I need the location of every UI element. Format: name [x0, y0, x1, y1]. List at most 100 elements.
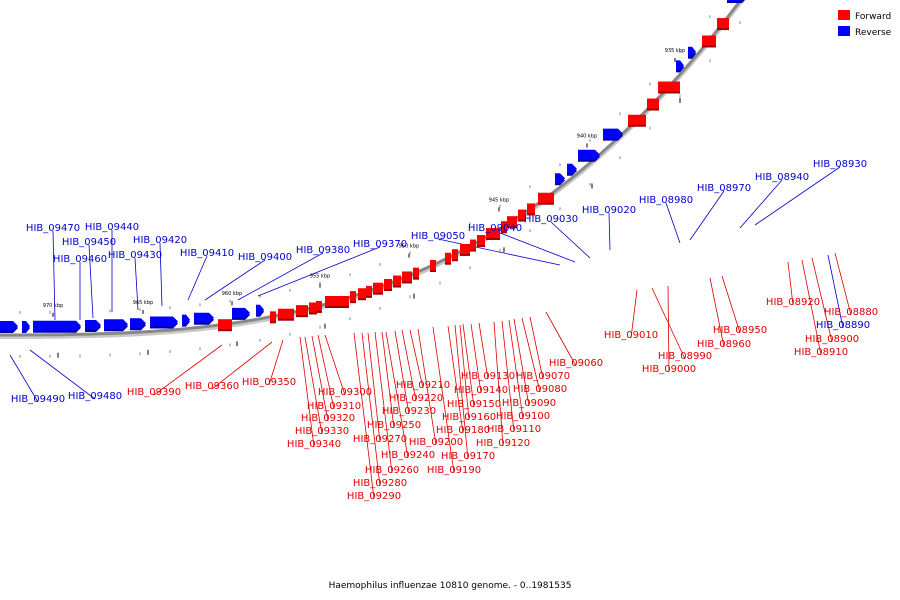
gene-label[interactable]: HIB_08950 [713, 325, 767, 336]
gene-label[interactable]: HIB_09140 [454, 385, 508, 396]
gene-label[interactable]: HIB_09390 [127, 387, 181, 398]
reverse-gene[interactable] [603, 128, 623, 141]
gene-label[interactable]: HIB_08980 [639, 195, 693, 206]
forward-gene[interactable] [296, 305, 308, 318]
gene-label[interactable]: HIB_08920 [766, 297, 820, 308]
gene-label[interactable]: HIB_09340 [287, 439, 341, 450]
gene-label[interactable]: HIB_09120 [476, 438, 530, 449]
gene-label[interactable]: HIB_08970 [697, 183, 751, 194]
reverse-gene[interactable] [578, 149, 600, 162]
gene-label[interactable]: HIB_09170 [441, 451, 495, 462]
reverse-gene[interactable] [104, 319, 128, 332]
gene-label[interactable]: HIB_09010 [604, 330, 658, 341]
gene-label[interactable]: HIB_09460 [53, 254, 107, 265]
reverse-gene[interactable] [256, 304, 264, 317]
gene-label[interactable]: HIB_09100 [496, 411, 550, 422]
forward-gene[interactable] [366, 285, 372, 298]
gene-label[interactable]: HIB_09290 [347, 491, 401, 502]
gene-label[interactable]: HIB_09230 [382, 406, 436, 417]
gene-label[interactable]: HIB_09370 [353, 239, 407, 250]
gene-label[interactable]: HIB_09020 [582, 205, 636, 216]
gene-label[interactable]: HIB_09310 [307, 401, 361, 412]
forward-gene[interactable] [316, 300, 322, 313]
forward-gene[interactable] [309, 302, 317, 315]
gene-label[interactable]: HIB_09360 [185, 381, 239, 392]
reverse-gene[interactable] [85, 320, 101, 333]
forward-gene[interactable] [413, 267, 419, 280]
gene-label[interactable]: HIB_09150 [447, 399, 501, 410]
gene-label[interactable]: HIB_08940 [755, 172, 809, 183]
gene-label[interactable]: HIB_08900 [805, 334, 859, 345]
forward-gene[interactable] [538, 192, 554, 205]
gene-label[interactable]: HIB_09470 [26, 223, 80, 234]
forward-gene[interactable] [358, 288, 366, 301]
reverse-gene[interactable] [676, 60, 684, 73]
forward-gene[interactable] [384, 279, 392, 292]
gene-label[interactable]: HIB_09160 [442, 412, 496, 423]
gene-label[interactable]: HIB_09060 [549, 358, 603, 369]
forward-gene[interactable] [218, 319, 232, 332]
gene-label[interactable]: HIB_09280 [353, 478, 407, 489]
gene-label[interactable]: HIB_09300 [318, 387, 372, 398]
gene-label[interactable]: HIB_09410 [180, 248, 234, 259]
forward-gene[interactable] [470, 239, 476, 252]
gene-label[interactable]: HIB_09350 [242, 377, 296, 388]
reverse-gene[interactable] [688, 46, 696, 59]
forward-gene[interactable] [402, 271, 412, 284]
gene-label[interactable]: HIB_09330 [295, 426, 349, 437]
gene-label[interactable]: HIB_08890 [816, 320, 870, 331]
reverse-gene[interactable] [130, 318, 146, 331]
forward-gene[interactable] [507, 216, 517, 229]
gene-label[interactable]: HIB_08910 [794, 347, 848, 358]
gene-label[interactable]: HIB_09200 [409, 437, 463, 448]
gene-label[interactable]: HIB_09030 [524, 214, 578, 225]
gene-label[interactable]: HIB_09090 [502, 398, 556, 409]
gene-label[interactable]: HIB_09450 [62, 237, 116, 248]
forward-gene[interactable] [486, 228, 500, 241]
gene-label[interactable]: HIB_09050 [411, 231, 465, 242]
forward-gene[interactable] [278, 308, 294, 321]
reverse-gene[interactable] [555, 173, 565, 186]
gene-label[interactable]: HIB_09480 [68, 391, 122, 402]
reverse-gene[interactable] [727, 0, 747, 4]
forward-gene[interactable] [527, 203, 535, 216]
reverse-gene[interactable] [22, 320, 30, 333]
forward-gene[interactable] [628, 114, 646, 127]
gene-label[interactable]: HIB_09070 [516, 371, 570, 382]
gene-label[interactable]: HIB_09190 [427, 465, 481, 476]
gene-label[interactable]: HIB_09080 [513, 384, 567, 395]
gene-label[interactable]: HIB_09400 [238, 252, 292, 263]
forward-gene[interactable] [445, 252, 451, 265]
gene-label[interactable]: HIB_09180 [436, 425, 490, 436]
gene-label[interactable]: HIB_09260 [365, 465, 419, 476]
reverse-gene[interactable] [194, 312, 214, 325]
reverse-gene[interactable] [33, 320, 81, 333]
gene-label[interactable]: HIB_09210 [396, 380, 450, 391]
gene-label[interactable]: HIB_09220 [389, 393, 443, 404]
gene-label[interactable]: HIB_09110 [487, 424, 541, 435]
forward-gene[interactable] [393, 275, 401, 288]
gene-label[interactable]: HIB_09000 [642, 364, 696, 375]
gene-label[interactable]: HIB_08930 [813, 159, 867, 170]
gene-label[interactable]: HIB_09490 [11, 394, 65, 405]
gene-label[interactable]: HIB_09420 [133, 235, 187, 246]
forward-gene[interactable] [430, 259, 436, 272]
forward-gene[interactable] [325, 295, 349, 308]
reverse-gene[interactable] [232, 307, 250, 320]
forward-gene[interactable] [270, 311, 276, 324]
forward-gene[interactable] [350, 291, 356, 304]
forward-gene[interactable] [460, 243, 470, 256]
gene-label[interactable]: HIB_08880 [824, 307, 878, 318]
gene-label[interactable]: HIB_09250 [367, 420, 421, 431]
gene-label[interactable]: HIB_09380 [296, 245, 350, 256]
forward-gene[interactable] [717, 18, 729, 31]
gene-label[interactable]: HIB_08990 [658, 351, 712, 362]
forward-gene[interactable] [658, 81, 680, 94]
forward-gene[interactable] [501, 221, 507, 234]
gene-label[interactable]: HIB_09440 [85, 222, 139, 233]
gene-label[interactable]: HIB_09270 [353, 434, 407, 445]
forward-gene[interactable] [702, 35, 716, 48]
gene-label[interactable]: HIB_09040 [468, 223, 522, 234]
gene-label[interactable]: HIB_09430 [108, 250, 162, 261]
gene-label[interactable]: HIB_09320 [301, 413, 355, 424]
